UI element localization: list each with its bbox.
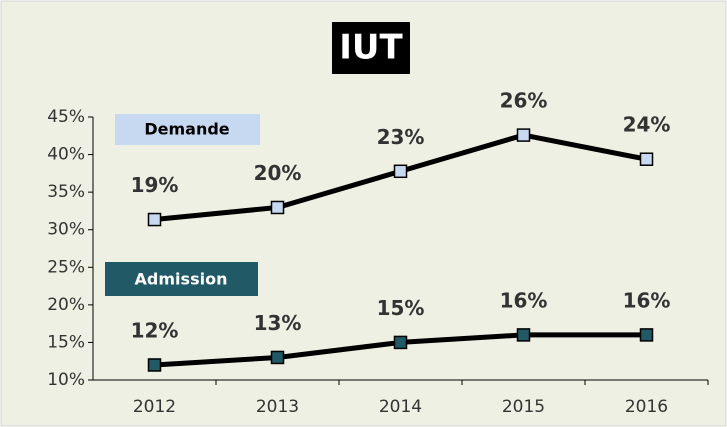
marker [147, 358, 162, 372]
data-label: 12% [131, 318, 179, 342]
x-tick-label: 2013 [256, 397, 299, 417]
x-tick-label: 2012 [133, 397, 176, 417]
legend-label: Admission [135, 270, 228, 289]
data-label: 16% [623, 288, 671, 312]
marker [393, 335, 408, 350]
y-tick-label: 30% [47, 220, 85, 240]
y-tick-label: 25% [47, 257, 85, 277]
data-label: 23% [377, 125, 425, 149]
marker [270, 200, 285, 215]
marker [270, 350, 285, 365]
chart-title: IUT [339, 28, 403, 68]
title-box [332, 22, 410, 74]
x-tick-label: 2014 [379, 397, 422, 417]
y-tick-label: 35% [47, 182, 85, 202]
data-label: 26% [500, 89, 548, 113]
marker [516, 328, 531, 342]
marker [393, 164, 408, 179]
data-label: 15% [377, 296, 425, 320]
y-tick-label: 20% [47, 295, 85, 315]
legend-box [105, 262, 258, 296]
marker [639, 328, 654, 342]
data-label: 20% [254, 161, 302, 185]
marker [639, 152, 654, 166]
marker [147, 212, 162, 227]
data-label: 24% [623, 113, 671, 137]
y-tick-label: 45% [47, 107, 85, 127]
data-label: 13% [254, 311, 302, 335]
legend-label: Demande [144, 120, 229, 139]
y-tick-label: 10% [47, 370, 85, 390]
y-tick-label: 40% [47, 145, 85, 165]
x-tick-label: 2016 [625, 397, 668, 417]
data-label: 16% [500, 288, 548, 312]
x-tick-label: 2015 [502, 397, 545, 417]
y-tick-label: 15% [47, 332, 85, 352]
data-label: 19% [131, 173, 179, 197]
marker [516, 128, 531, 142]
legend-box [115, 114, 260, 145]
